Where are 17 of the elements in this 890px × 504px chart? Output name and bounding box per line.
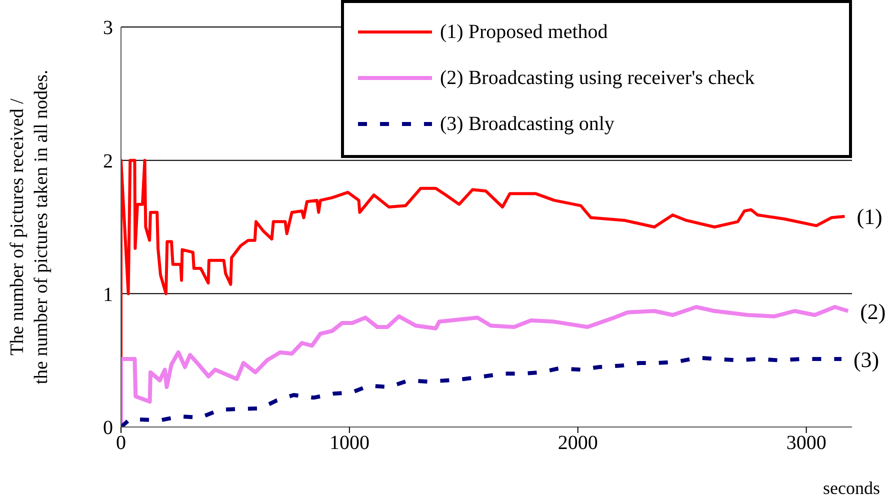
x-axis-title: seconds: [823, 478, 880, 499]
y-tick-label: 3: [103, 17, 113, 40]
y-tick-label: 1: [103, 284, 113, 306]
y-axis-title: The number of pictures received / the number of pictures taken in all nodes.: [6, 70, 53, 384]
annotation: (3): [853, 346, 880, 372]
legend-label: (2) Broadcasting using receiver's check: [440, 66, 755, 90]
line-series: [121, 356, 844, 427]
y-tick-label: 0: [103, 417, 113, 440]
annotation: (2): [860, 298, 886, 324]
legend-label: (1) Proposed method: [440, 20, 608, 44]
x-tick-label: 3000: [786, 432, 826, 454]
x-tick-label: 2000: [558, 432, 598, 454]
y-tick-label: 2: [103, 150, 113, 172]
x-tick-label: 1000: [329, 432, 370, 454]
legend-label: (3) Broadcasting only: [440, 112, 614, 136]
annotation: (1): [856, 204, 882, 230]
line-series: [121, 158, 846, 360]
